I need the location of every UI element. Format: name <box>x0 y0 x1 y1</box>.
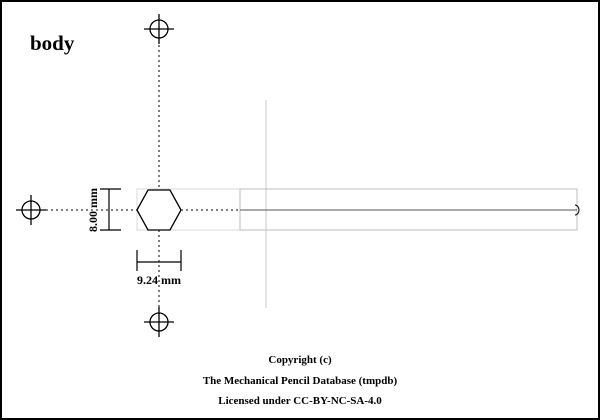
drawing-title: body <box>30 31 75 55</box>
hexagon-section <box>136 189 182 231</box>
height-dimension <box>100 188 121 231</box>
crosshair-bottom <box>144 307 174 337</box>
copyright-line: Copyright (c) <box>268 354 332 366</box>
body-tip <box>574 204 580 216</box>
width-dimension-label: 9.24 mm <box>137 273 181 287</box>
crosshair-left <box>16 195 46 225</box>
height-dimension-label: 8.00 mm <box>86 188 100 232</box>
crosshair-top <box>144 14 174 44</box>
width-dimension <box>136 250 182 271</box>
database-line: The Mechanical Pencil Database (tmpdb) <box>203 375 398 387</box>
license-line: Licensed under CC-BY-NC-SA-4.0 <box>218 395 382 407</box>
